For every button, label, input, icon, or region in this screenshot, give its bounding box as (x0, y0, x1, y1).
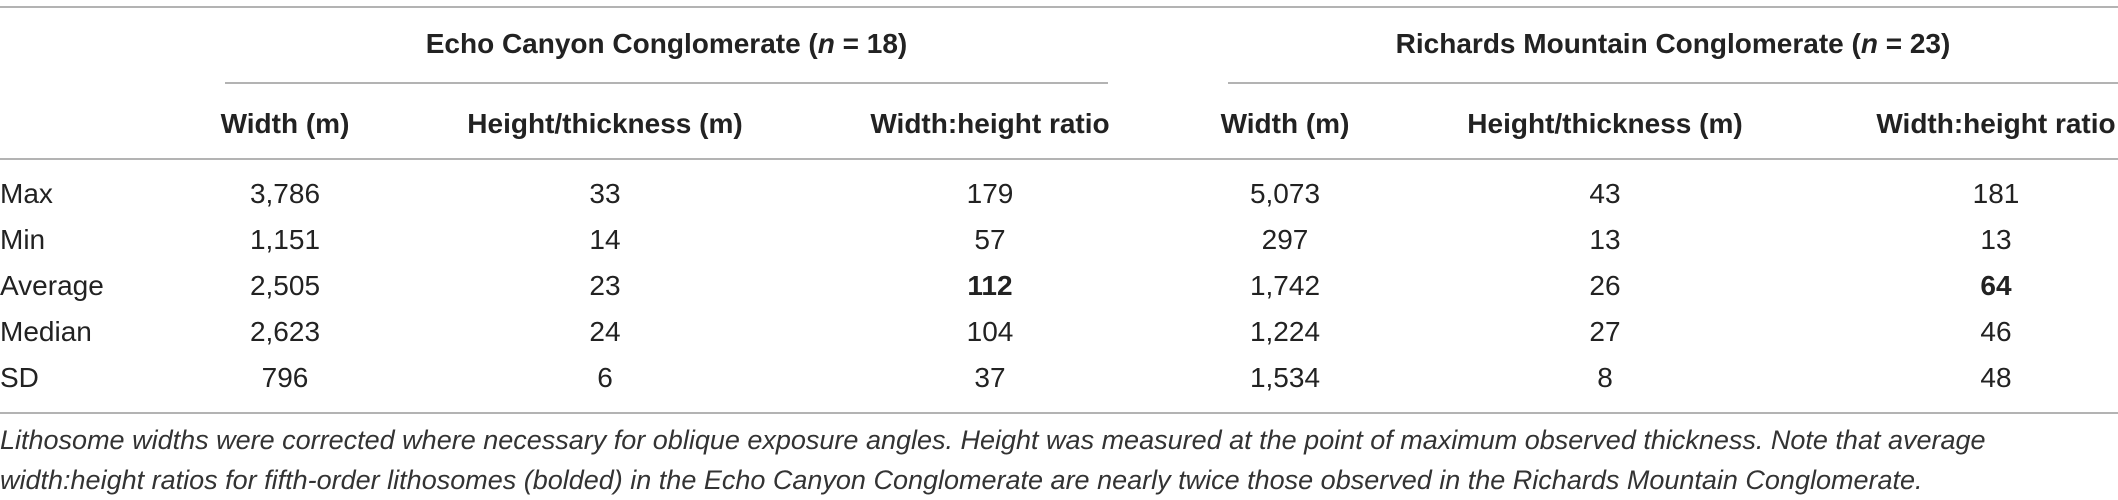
group-n-value: = 18) (834, 28, 908, 59)
table-cell: 2,623 (249, 316, 321, 347)
row-label: Median (0, 316, 92, 347)
table-cell: 1,534 (1249, 362, 1321, 393)
group-n-value: = 23) (1877, 28, 1951, 59)
table-row-min: Min 1,151 14 57 297 13 13 (0, 217, 2118, 263)
group-name: Echo Canyon Conglomerate ( (425, 28, 818, 59)
table-cell: 14 (589, 224, 621, 255)
table-top-rule (0, 6, 2118, 8)
table-cell: 37 (974, 362, 1006, 393)
table-row-average: Average 2,505 23 112 1,742 26 64 (0, 263, 2118, 309)
table-cell: 2,505 (249, 270, 321, 301)
table-cell: 13 (1589, 224, 1621, 255)
table-cell: 297 (1261, 224, 1309, 255)
column-header-width: Width (m) (1220, 108, 1350, 139)
table-bottom-rule (0, 412, 2118, 414)
table-cell: 104 (966, 316, 1014, 347)
table-cell: 6 (597, 362, 613, 393)
row-label: Max (0, 178, 53, 209)
table-cell: 46 (1980, 316, 2012, 347)
table-cell: 1,224 (1249, 316, 1321, 347)
group-rule-richards-mountain (1228, 82, 2118, 84)
table-cell: 33 (589, 178, 621, 209)
column-header-width-height-ratio: Width:height ratio (1876, 108, 2116, 139)
table-cell: 48 (1980, 362, 2012, 393)
table-cell: 8 (1597, 362, 1613, 393)
table-row-max: Max 3,786 33 179 5,073 43 181 (0, 171, 2118, 217)
table-cell: 26 (1589, 270, 1621, 301)
table-cell: 181 (1972, 178, 2020, 209)
column-header-height-thickness: Height/thickness (m) (1467, 108, 1743, 139)
table-cell: 1,742 (1249, 270, 1321, 301)
row-label: Average (0, 270, 104, 301)
group-n-symbol: n (817, 28, 835, 59)
table-cell: 1,151 (249, 224, 321, 255)
table-cell: 24 (589, 316, 621, 347)
table-cell: 57 (974, 224, 1006, 255)
table-footnote: Lithosome widths were corrected where ne… (0, 425, 1986, 495)
group-header-richards-mountain: Richards Mountain Conglomerate (n = 23) (1228, 22, 2118, 66)
column-header-width: Width (m) (220, 108, 350, 139)
table-cell: 13 (1980, 224, 2012, 255)
table-header-rule (0, 158, 2118, 160)
group-n-symbol: n (1860, 28, 1878, 59)
column-header-width-height-ratio: Width:height ratio (870, 108, 1110, 139)
table-cell: 796 (261, 362, 309, 393)
table-cell: 3,786 (249, 178, 321, 209)
table-cell: 179 (966, 178, 1014, 209)
table-cell-bolded: 112 (967, 270, 1013, 301)
column-header-height-thickness: Height/thickness (m) (467, 108, 743, 139)
row-label: SD (0, 362, 39, 393)
group-header-echo-canyon: Echo Canyon Conglomerate (n = 18) (225, 22, 1108, 66)
group-name: Richards Mountain Conglomerate ( (1395, 28, 1861, 59)
table-cell: 5,073 (1249, 178, 1321, 209)
table-cell-bolded: 64 (1980, 270, 2012, 301)
table-cell: 27 (1589, 316, 1621, 347)
row-label: Min (0, 224, 46, 255)
table-row-sd: SD 796 6 37 1,534 8 48 (0, 355, 2118, 401)
group-rule-echo-canyon (225, 82, 1108, 84)
table-cell: 43 (1589, 178, 1621, 209)
table-row-median: Median 2,623 24 104 1,224 27 46 (0, 309, 2118, 355)
table-cell: 23 (589, 270, 621, 301)
